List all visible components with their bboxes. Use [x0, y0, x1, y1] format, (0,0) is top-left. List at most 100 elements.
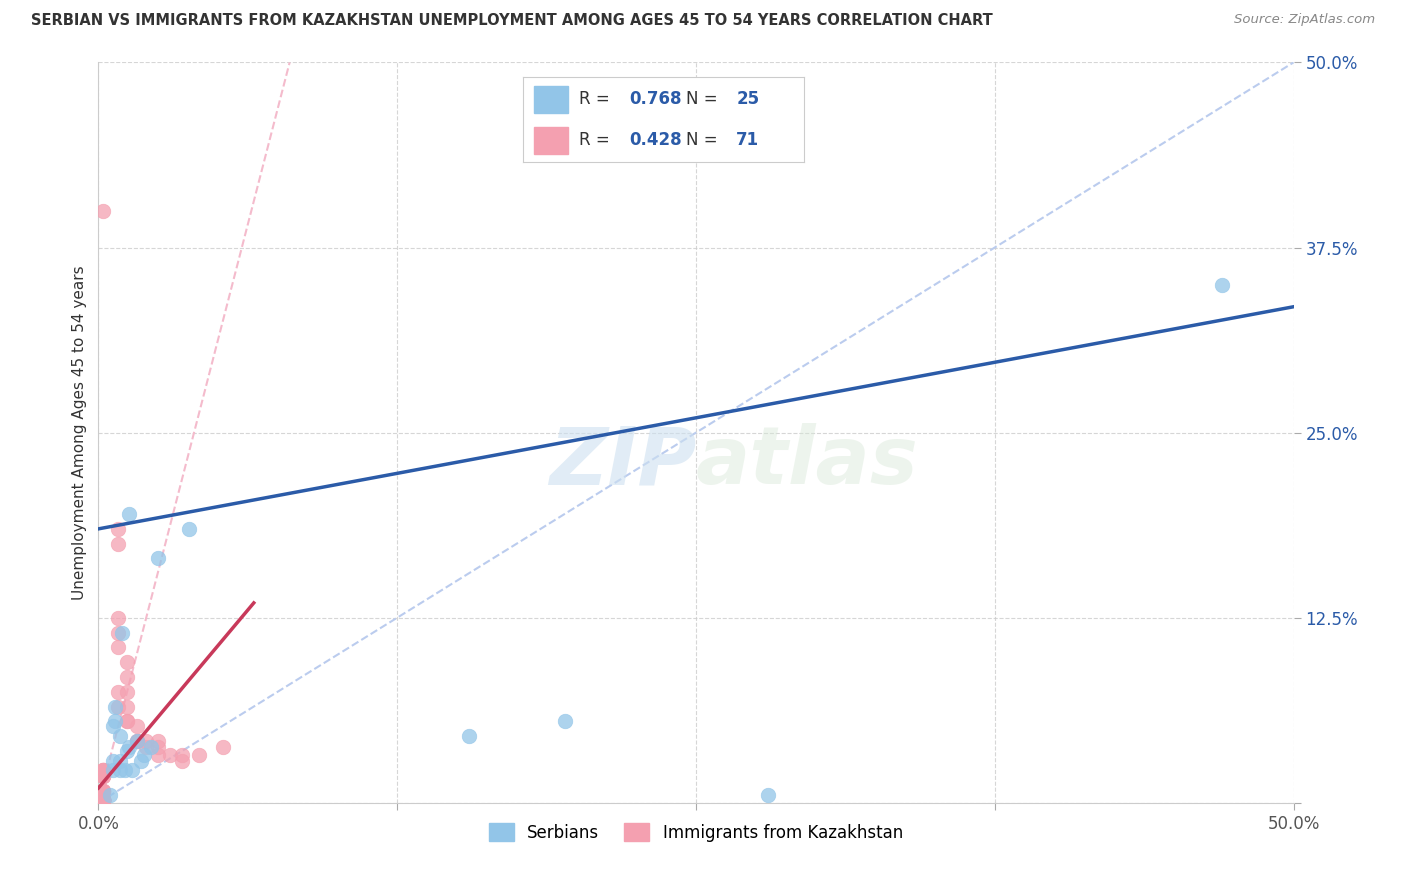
- Point: [91, 784, 114, 798]
- Point: [114, 763, 136, 777]
- Point: [91, 793, 114, 807]
- Point: [91, 793, 114, 807]
- Point: [91, 763, 114, 777]
- Point: [91, 793, 114, 807]
- Point: [148, 739, 170, 754]
- Point: [107, 640, 129, 655]
- Point: [108, 729, 131, 743]
- Point: [91, 793, 114, 807]
- Point: [756, 789, 779, 803]
- Point: [91, 784, 114, 798]
- Point: [91, 793, 114, 807]
- Point: [107, 685, 129, 699]
- Text: ZIP: ZIP: [548, 423, 696, 501]
- Point: [172, 748, 194, 763]
- Point: [187, 748, 209, 763]
- Point: [111, 625, 134, 640]
- Point: [91, 793, 114, 807]
- Point: [91, 793, 114, 807]
- Point: [107, 522, 129, 536]
- Point: [125, 733, 148, 747]
- Text: Source: ZipAtlas.com: Source: ZipAtlas.com: [1234, 13, 1375, 27]
- Point: [159, 748, 181, 763]
- Point: [121, 763, 143, 777]
- Point: [115, 714, 138, 729]
- Point: [104, 714, 127, 729]
- Point: [91, 763, 114, 777]
- Point: [107, 625, 129, 640]
- Point: [91, 763, 114, 777]
- Point: [125, 733, 148, 747]
- Point: [91, 793, 114, 807]
- Point: [91, 793, 114, 807]
- Point: [115, 699, 138, 714]
- Point: [91, 769, 114, 783]
- Point: [125, 719, 148, 733]
- Point: [148, 748, 170, 763]
- Point: [91, 769, 114, 783]
- Point: [91, 793, 114, 807]
- Point: [101, 763, 124, 777]
- Point: [91, 784, 114, 798]
- Point: [104, 699, 127, 714]
- Point: [101, 719, 124, 733]
- Point: [554, 714, 576, 729]
- Point: [211, 739, 233, 754]
- Point: [115, 714, 138, 729]
- Point: [148, 733, 170, 747]
- Point: [91, 793, 114, 807]
- Point: [1211, 277, 1233, 292]
- Point: [139, 739, 162, 754]
- Text: SERBIAN VS IMMIGRANTS FROM KAZAKHSTAN UNEMPLOYMENT AMONG AGES 45 TO 54 YEARS COR: SERBIAN VS IMMIGRANTS FROM KAZAKHSTAN UN…: [31, 13, 993, 29]
- Point: [108, 755, 131, 769]
- Point: [91, 793, 114, 807]
- Point: [107, 610, 129, 624]
- Point: [91, 793, 114, 807]
- Y-axis label: Unemployment Among Ages 45 to 54 years: Unemployment Among Ages 45 to 54 years: [72, 265, 87, 600]
- Point: [91, 793, 114, 807]
- Point: [172, 755, 194, 769]
- Point: [179, 522, 201, 536]
- Point: [91, 793, 114, 807]
- Legend: Serbians, Immigrants from Kazakhstan: Serbians, Immigrants from Kazakhstan: [481, 815, 911, 850]
- Point: [107, 699, 129, 714]
- Point: [458, 729, 481, 743]
- Point: [135, 739, 157, 754]
- Point: [115, 670, 138, 684]
- Text: atlas: atlas: [696, 423, 918, 501]
- Point: [91, 763, 114, 777]
- Point: [91, 793, 114, 807]
- Point: [118, 739, 141, 754]
- Point: [91, 793, 114, 807]
- Point: [91, 784, 114, 798]
- Point: [91, 784, 114, 798]
- Point: [148, 551, 170, 566]
- Point: [91, 769, 114, 783]
- Point: [98, 789, 122, 803]
- Point: [91, 793, 114, 807]
- Point: [101, 755, 124, 769]
- Point: [91, 793, 114, 807]
- Point: [118, 507, 141, 521]
- Point: [132, 748, 155, 763]
- Point: [91, 793, 114, 807]
- Point: [91, 793, 114, 807]
- Point: [131, 755, 153, 769]
- Point: [91, 793, 114, 807]
- Point: [91, 793, 114, 807]
- Point: [91, 793, 114, 807]
- Point: [91, 793, 114, 807]
- Point: [115, 655, 138, 669]
- Point: [91, 769, 114, 783]
- Point: [91, 793, 114, 807]
- Point: [91, 203, 114, 218]
- Point: [91, 793, 114, 807]
- Point: [91, 793, 114, 807]
- Point: [107, 536, 129, 550]
- Point: [115, 744, 138, 758]
- Point: [135, 733, 157, 747]
- Point: [108, 763, 131, 777]
- Point: [125, 733, 148, 747]
- Point: [115, 685, 138, 699]
- Point: [91, 793, 114, 807]
